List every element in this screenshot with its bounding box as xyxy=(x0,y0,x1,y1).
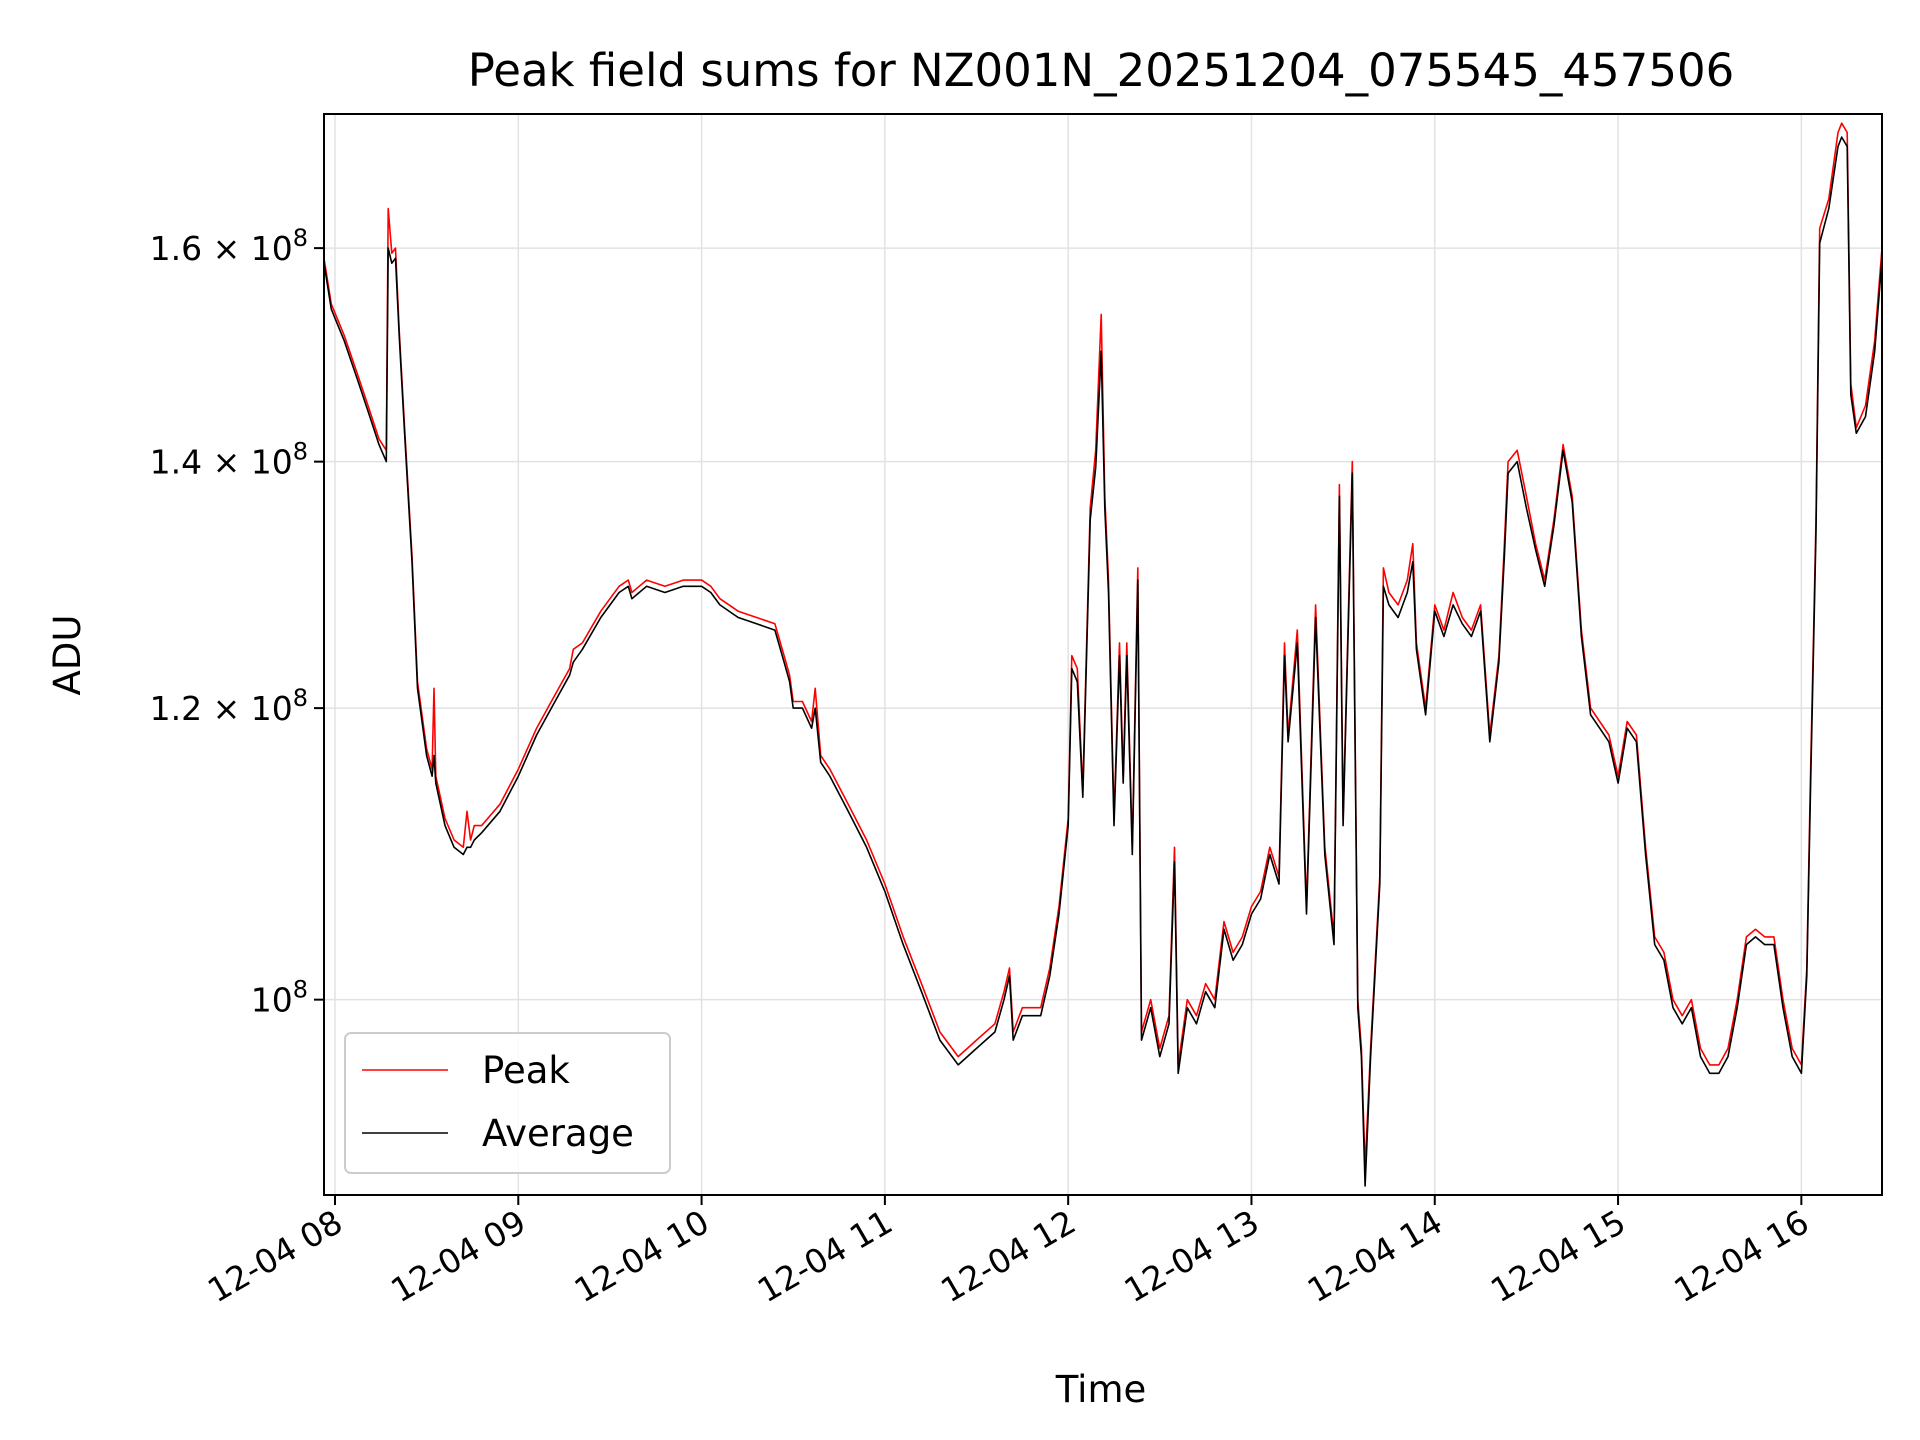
y-tick-label: 108 xyxy=(251,976,308,1020)
grid-lines xyxy=(324,114,1882,1195)
plot-area xyxy=(324,122,1882,1187)
series-line-average xyxy=(324,136,1882,1187)
legend-label-average: Average xyxy=(482,1112,634,1155)
legend: Peak Average xyxy=(344,1032,671,1174)
x-axis-ticks: 12-04 08 12-04 09 12-04 10 12-04 11 12-04 12… xyxy=(201,1195,1815,1310)
y-axis-label: ADU xyxy=(46,615,89,696)
series-line-peak xyxy=(324,122,1882,1169)
plot-frame xyxy=(323,113,1883,1196)
y-tick-label: 1.4 × 108 xyxy=(150,438,308,482)
y-tick-label: 1.6 × 108 xyxy=(150,224,308,268)
x-tick-label: 12-04 13 xyxy=(1117,1202,1265,1310)
legend-box xyxy=(344,1032,671,1174)
x-tick-label: 12-04 15 xyxy=(1484,1202,1632,1310)
x-tick-label: 12-04 09 xyxy=(384,1202,532,1310)
x-tick-label: 12-04 14 xyxy=(1301,1202,1449,1310)
y-axis-ticks: 108 1.2 × 108 1.4 × 108 1.6 × 108 xyxy=(150,224,324,1020)
chart-title: Peak field sums for NZ001N_20251204_0755… xyxy=(468,44,1734,97)
x-tick-label: 12-04 10 xyxy=(568,1202,716,1310)
y-tick-label: 1.2 × 108 xyxy=(150,684,308,728)
x-tick-label: 12-04 11 xyxy=(751,1202,899,1310)
x-tick-label: 12-04 12 xyxy=(934,1202,1082,1310)
x-tick-label: 12-04 16 xyxy=(1667,1202,1815,1310)
x-tick-label: 12-04 08 xyxy=(201,1202,349,1310)
legend-label-peak: Peak xyxy=(482,1049,570,1092)
x-axis-label: Time xyxy=(1055,1368,1147,1411)
